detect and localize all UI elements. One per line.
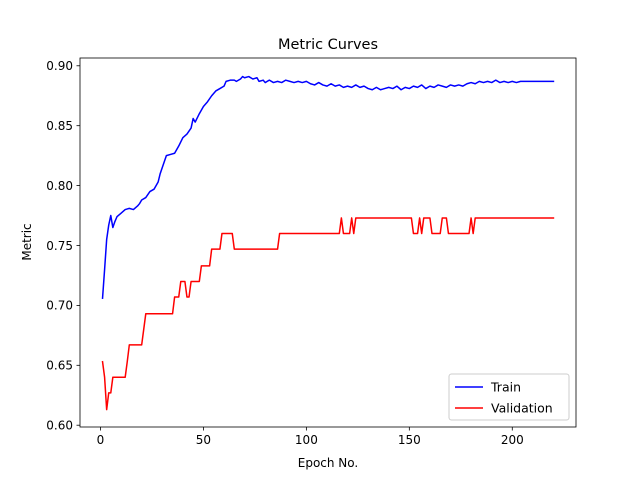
plot-area: [79, 57, 577, 428]
y-tick-label: 0.65: [46, 359, 73, 373]
legend-label-train: Train: [490, 380, 521, 395]
y-axis-ticks: 0.60 0.65 0.70 0.75 0.80 0.85 0.90: [46, 59, 80, 433]
x-tick-label: 200: [501, 433, 524, 447]
legend-label-validation: Validation: [491, 401, 553, 416]
series-line-validation: [101, 217, 555, 411]
x-axis-ticks: 0 50 100 150 200: [97, 427, 524, 447]
legend: Train Validation: [448, 373, 570, 421]
y-tick-label: 0.70: [46, 299, 73, 313]
chart-title: Metric Curves: [278, 37, 378, 53]
axes-frame: [79, 57, 577, 428]
x-tick-label: 0: [97, 433, 105, 447]
y-tick-label: 0.90: [46, 59, 73, 73]
x-tick-label: 50: [196, 433, 211, 447]
y-tick-label: 0.85: [46, 119, 73, 133]
y-tick-label: 0.60: [46, 419, 73, 433]
x-tick-label: 100: [295, 433, 318, 447]
y-tick-label: 0.75: [46, 239, 73, 253]
y-axis-label: Metric: [20, 223, 34, 260]
x-tick-label: 150: [398, 433, 421, 447]
y-tick-label: 0.80: [46, 179, 73, 193]
x-axis-label: Epoch No.: [298, 456, 358, 470]
series-line-train: [101, 75, 555, 300]
